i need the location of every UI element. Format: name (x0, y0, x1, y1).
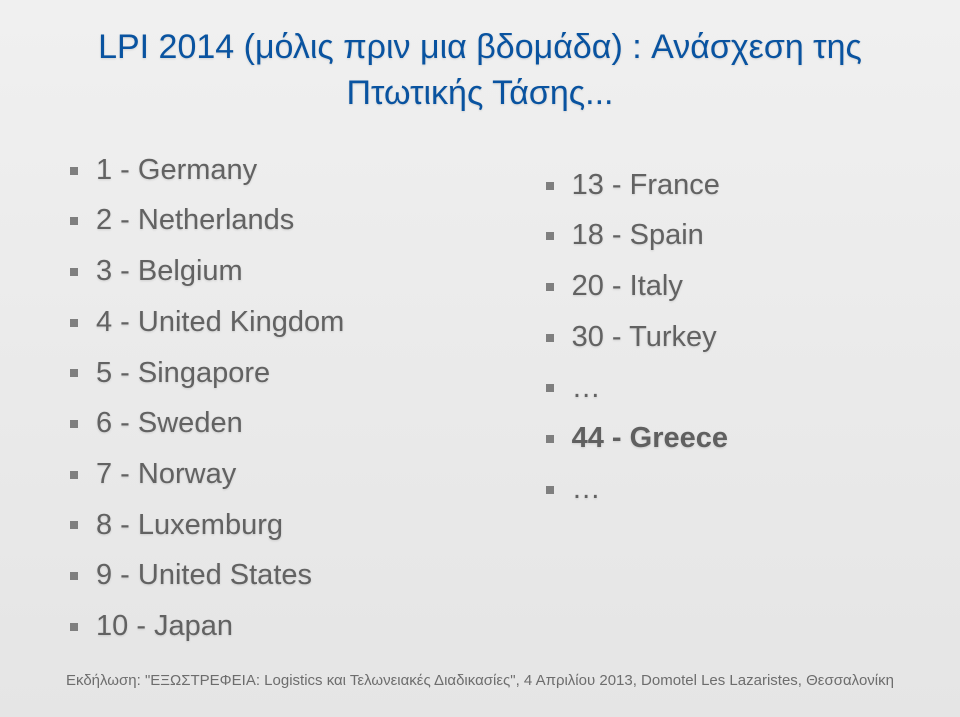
list-item-label: 20 - Italy (572, 268, 683, 306)
square-bullet-icon (70, 471, 78, 479)
list-item: 10 - Japan (70, 608, 464, 646)
list-item: 20 - Italy (546, 268, 890, 306)
square-bullet-icon (546, 334, 554, 342)
square-bullet-icon (546, 283, 554, 291)
square-bullet-icon (70, 521, 78, 529)
list-item-label: 2 - Netherlands (96, 202, 294, 240)
list-item: 2 - Netherlands (70, 202, 464, 240)
list-item: 9 - United States (70, 557, 464, 595)
list-item: 8 - Luxemburg (70, 507, 464, 545)
square-bullet-icon (70, 217, 78, 225)
list-item-label: 5 - Singapore (96, 355, 270, 393)
square-bullet-icon (546, 435, 554, 443)
square-bullet-icon (70, 167, 78, 175)
right-column: 13 - France 18 - Spain 20 - Italy 30 - Turk… (546, 167, 890, 659)
list-item-label: 44 - Greece (572, 420, 728, 458)
list-item-label: … (572, 471, 601, 509)
list-item: 3 - Belgium (70, 253, 464, 291)
list-item: 6 - Sweden (70, 405, 464, 443)
slide-title: LPI 2014 (μόλις πριν μια βδομάδα) : Ανάσ… (60, 25, 900, 117)
list-item-label: 7 - Norway (96, 456, 236, 494)
square-bullet-icon (70, 420, 78, 428)
square-bullet-icon (70, 572, 78, 580)
list-item-label: 1 - Germany (96, 152, 257, 190)
square-bullet-icon (546, 232, 554, 240)
columns: 1 - Germany 2 - Netherlands 3 - Belgium 4 -… (60, 152, 900, 659)
title-line-1: LPI 2014 (μόλις πριν μια βδομάδα) : Ανάσ… (98, 28, 862, 66)
slide: LPI 2014 (μόλις πριν μια βδομάδα) : Ανάσ… (0, 0, 960, 717)
footer-text: Εκδήλωση: "ΕΞΩΣΤΡΕΦΕΙΑ: Logistics και Τε… (0, 672, 960, 689)
list-item: 30 - Turkey (546, 319, 890, 357)
list-item-label: … (572, 370, 601, 408)
list-item: … (546, 370, 890, 408)
title-line-2: Πτωτικής Τάσης... (347, 74, 614, 112)
list-item-label: 18 - Spain (572, 217, 704, 255)
list-item: 1 - Germany (70, 152, 464, 190)
list-item: 5 - Singapore (70, 355, 464, 393)
square-bullet-icon (70, 623, 78, 631)
list-item-label: 9 - United States (96, 557, 312, 595)
square-bullet-icon (70, 369, 78, 377)
list-item-label: 30 - Turkey (572, 319, 717, 357)
list-item-label: 8 - Luxemburg (96, 507, 283, 545)
list-item: 7 - Norway (70, 456, 464, 494)
square-bullet-icon (70, 268, 78, 276)
list-item: 4 - United Kingdom (70, 304, 464, 342)
square-bullet-icon (546, 384, 554, 392)
list-item: 13 - France (546, 167, 890, 205)
list-item: 18 - Spain (546, 217, 890, 255)
list-item-label: 3 - Belgium (96, 253, 243, 291)
list-item-label: 4 - United Kingdom (96, 304, 344, 342)
list-item-label: 10 - Japan (96, 608, 233, 646)
list-item-label: 13 - France (572, 167, 720, 205)
square-bullet-icon (546, 486, 554, 494)
square-bullet-icon (546, 182, 554, 190)
list-item: 44 - Greece (546, 420, 890, 458)
list-item: … (546, 471, 890, 509)
left-column: 1 - Germany 2 - Netherlands 3 - Belgium 4 -… (70, 152, 464, 659)
list-item-label: 6 - Sweden (96, 405, 243, 443)
square-bullet-icon (70, 319, 78, 327)
